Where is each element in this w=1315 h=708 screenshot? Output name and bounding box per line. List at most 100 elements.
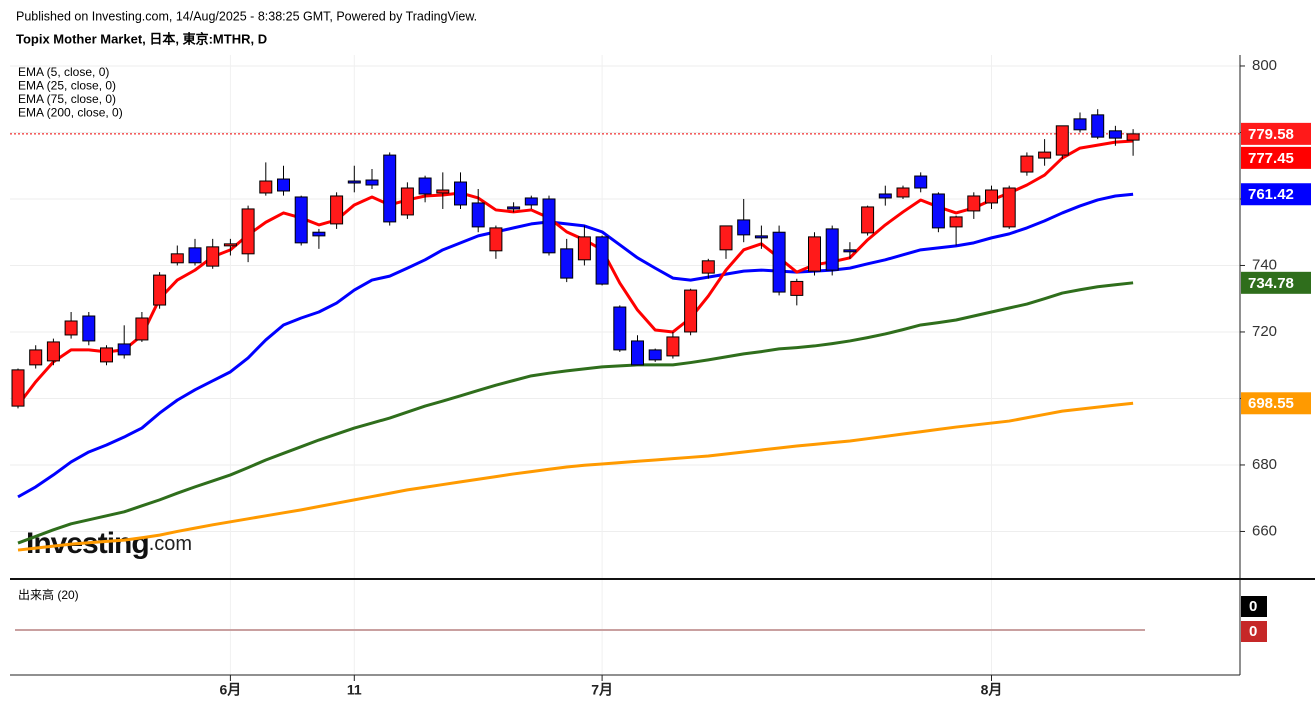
candle-body bbox=[277, 178, 290, 192]
legend-entry: EMA (200, close, 0) bbox=[18, 106, 123, 120]
candle-body bbox=[330, 195, 344, 225]
candle-body bbox=[843, 249, 857, 253]
y-tick-label: 800 bbox=[1252, 57, 1277, 74]
candle-body bbox=[11, 369, 25, 407]
volume-ma-label: 0 bbox=[1249, 598, 1257, 615]
candle-body bbox=[631, 340, 644, 366]
candle-body bbox=[542, 198, 556, 254]
candle-body bbox=[135, 317, 149, 341]
candle-body bbox=[967, 195, 981, 212]
candle-body bbox=[772, 231, 786, 293]
candle-body bbox=[613, 306, 627, 351]
candle-body bbox=[808, 236, 821, 272]
y-tick-label: 720 bbox=[1252, 323, 1277, 340]
candle-body bbox=[507, 206, 521, 210]
candle-body bbox=[312, 231, 326, 237]
price-label: 777.45 bbox=[1248, 150, 1294, 167]
price-tag bbox=[1241, 392, 1311, 415]
candle-body bbox=[878, 193, 892, 199]
candle-body bbox=[1091, 114, 1105, 138]
volume-title: 出来高 (20) bbox=[18, 587, 79, 602]
volume-ma-tag bbox=[1241, 596, 1267, 617]
candle-body bbox=[294, 196, 308, 244]
candle-body bbox=[241, 208, 255, 255]
candle-body bbox=[418, 177, 432, 195]
volume-tag bbox=[1241, 621, 1267, 642]
candle-body bbox=[170, 253, 184, 264]
candle-body bbox=[790, 280, 804, 296]
ema-line bbox=[17, 192, 1134, 499]
candle-body bbox=[1126, 133, 1140, 141]
ema-line bbox=[17, 281, 1134, 545]
candle-body bbox=[524, 197, 538, 206]
candle-body bbox=[595, 236, 609, 285]
candle-body bbox=[754, 235, 768, 239]
candle-body bbox=[861, 206, 875, 234]
watermark-suffix: .com bbox=[149, 533, 192, 555]
candle-body bbox=[914, 175, 928, 189]
legend-entry: EMA (25, close, 0) bbox=[18, 79, 116, 93]
price-tag bbox=[1241, 271, 1311, 294]
header: Published on Investing.com, 14/Aug/2025 … bbox=[16, 9, 477, 23]
candle-body bbox=[1108, 130, 1122, 139]
candle-body bbox=[454, 181, 467, 206]
candle-body bbox=[737, 219, 751, 236]
candle-body bbox=[949, 216, 963, 228]
price-label: 698.55 bbox=[1248, 395, 1294, 412]
x-tick-label: 7月 bbox=[591, 682, 613, 698]
candle-body bbox=[1020, 155, 1034, 173]
candle-body bbox=[931, 193, 945, 229]
candle-body bbox=[825, 228, 839, 271]
price-label: 779.58 bbox=[1248, 126, 1294, 143]
candle-body bbox=[188, 247, 202, 264]
candle-body bbox=[648, 349, 662, 361]
legend-entry: EMA (75, close, 0) bbox=[18, 92, 116, 106]
candle-body bbox=[117, 343, 131, 356]
candle-body bbox=[1002, 187, 1016, 228]
x-tick-label: 8月 bbox=[981, 682, 1003, 698]
candle-body bbox=[896, 187, 910, 198]
candle-body bbox=[1055, 125, 1069, 156]
candle-body bbox=[365, 179, 379, 186]
ema-line bbox=[16, 139, 1134, 407]
ema-line bbox=[17, 401, 1134, 552]
x-tick-label: 6月 bbox=[220, 682, 242, 698]
candle-body bbox=[985, 189, 998, 204]
candle-body bbox=[1073, 118, 1087, 131]
candle-body bbox=[46, 341, 60, 362]
y-tick-label: 660 bbox=[1252, 522, 1277, 539]
legend-entry: EMA (5, close, 0) bbox=[18, 65, 109, 79]
candle-body bbox=[82, 315, 96, 342]
candle-body bbox=[223, 243, 237, 247]
price-tag bbox=[1241, 183, 1311, 206]
candle-body bbox=[684, 289, 698, 333]
candle-body bbox=[153, 274, 167, 306]
x-tick-label: 11 bbox=[347, 682, 362, 698]
y-tick-label: 680 bbox=[1252, 456, 1277, 473]
candle-body bbox=[29, 349, 43, 366]
candle-body bbox=[560, 248, 574, 279]
candle-body bbox=[347, 180, 361, 184]
candle-body bbox=[64, 320, 78, 336]
candle-body bbox=[577, 236, 591, 261]
candle-body bbox=[719, 225, 733, 251]
candle-body bbox=[400, 187, 414, 216]
volume-label: 0 bbox=[1249, 623, 1257, 640]
candle-body bbox=[471, 202, 485, 228]
price-tag bbox=[1241, 122, 1311, 145]
candle-body bbox=[206, 246, 220, 267]
y-tick-label: 740 bbox=[1252, 256, 1277, 273]
price-tag bbox=[1241, 146, 1311, 169]
candle-body bbox=[436, 189, 450, 194]
candle-body bbox=[259, 180, 273, 194]
candle-body bbox=[701, 260, 715, 274]
grid bbox=[10, 55, 1240, 675]
candle-body bbox=[666, 336, 680, 357]
candle-body bbox=[100, 347, 113, 363]
candle-body bbox=[489, 227, 503, 252]
price-label: 734.78 bbox=[1248, 275, 1294, 292]
candle-body bbox=[1038, 151, 1052, 159]
candle-body bbox=[383, 154, 397, 223]
price-label: 761.42 bbox=[1248, 186, 1294, 203]
